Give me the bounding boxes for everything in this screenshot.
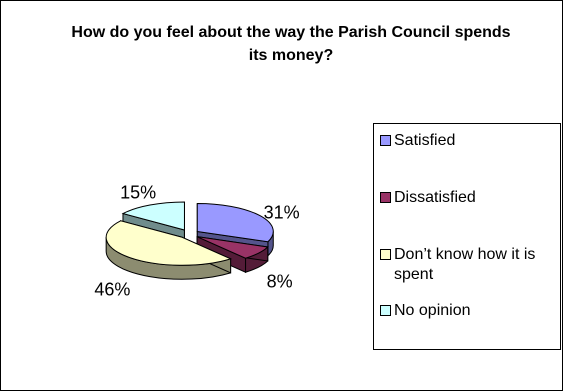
data-label-dissatisfied: 8% <box>267 271 293 291</box>
legend-label-satisfied: Satisfied <box>394 132 456 149</box>
legend-swatch-satisfied <box>380 135 391 146</box>
pie-slice-top-no-opinion <box>121 201 185 231</box>
pie-slices <box>105 201 274 280</box>
chart-legend: Satisfied Dissatisfied Don’t know how it… <box>373 123 561 350</box>
legend-swatch-no-opinion <box>380 305 391 316</box>
legend-label-dissatisfied: Dissatisfied <box>394 189 476 206</box>
data-label-satisfied: 31% <box>264 202 300 222</box>
pie-slice-top-dont-know <box>105 220 233 266</box>
pie-slice-top-dissatisfied <box>196 236 269 259</box>
pie-slice-dissatisfied <box>196 235 269 273</box>
data-label-no-opinion: 15% <box>120 183 156 203</box>
pie-slice-dont-know <box>105 220 233 280</box>
legend-swatch-dissatisfied <box>380 192 391 203</box>
legend-swatch-dont-know <box>380 249 391 260</box>
legend-label-no-opinion: No opinion <box>394 302 471 319</box>
chart-title: How do you feel about the way the Parish… <box>71 24 511 64</box>
legend-label-dont-know: Don’t know how it is spent <box>394 246 536 283</box>
data-label-dont-know: 46% <box>94 280 130 300</box>
pie-slice-top-satisfied <box>196 202 274 243</box>
pie-data-labels: 31% 8% 46% 15% <box>94 183 299 300</box>
